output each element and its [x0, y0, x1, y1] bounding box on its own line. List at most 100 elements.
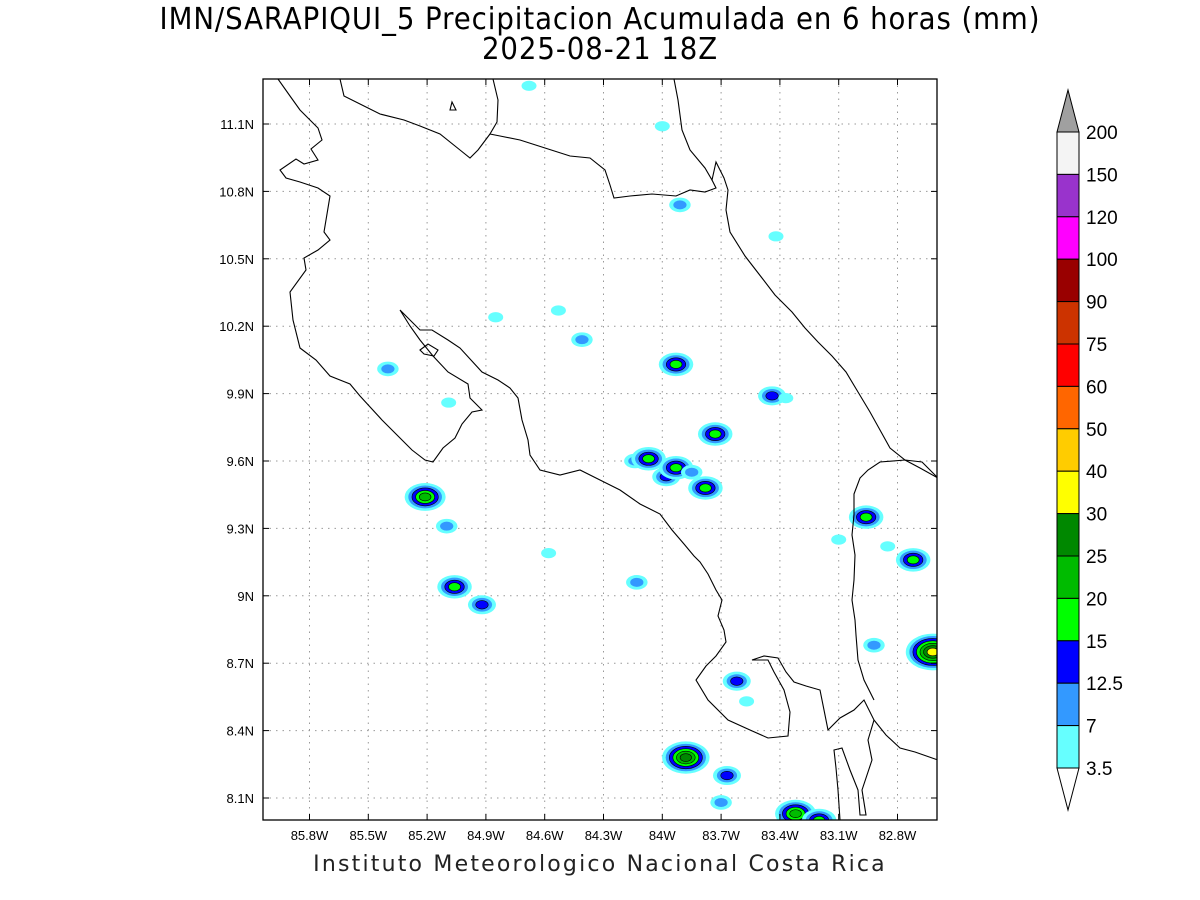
x-tick-label: 83.7W — [702, 828, 740, 843]
y-tick-label: 9.3N — [227, 521, 254, 536]
rain-contour — [654, 121, 670, 132]
rain-cell — [863, 637, 885, 653]
rain-contour — [699, 483, 712, 493]
rain-contour — [630, 577, 644, 587]
rain-cell — [895, 548, 931, 572]
lake-islet — [449, 100, 457, 111]
rain-cell — [662, 741, 710, 774]
rain-cell — [697, 422, 733, 446]
map-subtitle-date: 2025-08-21 18Z — [481, 32, 719, 67]
colorbar-bin — [1056, 513, 1080, 557]
rain-contour — [488, 312, 504, 323]
rain-contour — [765, 391, 779, 401]
colorbar-bin — [1056, 258, 1080, 303]
colorbar-label: 150 — [1086, 165, 1118, 186]
rain-cell — [404, 483, 446, 511]
rain-cell — [541, 548, 557, 559]
rain-contour — [440, 521, 454, 531]
rain-contour — [714, 797, 728, 807]
rain-contour — [685, 467, 699, 477]
rain-cell — [680, 464, 703, 480]
y-tick-label: 8.7N — [227, 656, 254, 671]
rain-cell — [669, 197, 691, 213]
colorbar-bin — [1056, 173, 1080, 218]
colorbar-bin — [1056, 555, 1080, 599]
rain-contour — [730, 676, 744, 686]
rain-cell — [712, 766, 741, 786]
colorbar-bin — [1056, 216, 1080, 260]
caribbean-coastline — [673, 79, 937, 479]
latitude-axis: 11.1N 10.8N 10.5N 10.2N 9.9N 9.6N 9.3N 9N 8.7N 8.… — [219, 117, 937, 806]
rain-contour — [708, 429, 722, 439]
rain-contour — [550, 305, 566, 316]
colorbar-label: 7 — [1086, 717, 1097, 738]
x-tick-label: 85.2W — [408, 828, 446, 843]
rain-cell — [768, 231, 784, 242]
rain-contour — [381, 364, 395, 374]
colorbar-bin — [1056, 428, 1080, 472]
rain-contour — [448, 582, 461, 592]
colorbar-label: 12.5 — [1086, 674, 1123, 695]
nicoya-island — [419, 343, 439, 357]
x-tick-label: 84W — [649, 828, 676, 843]
x-tick-label: 84.6W — [526, 828, 564, 843]
rain-contour — [541, 548, 557, 559]
rain-cell — [550, 305, 566, 316]
x-tick-label: 84.3W — [585, 828, 623, 843]
colorbar-label: 15 — [1086, 632, 1107, 653]
rain-contour — [575, 335, 589, 345]
rain-cell — [688, 476, 723, 500]
rain-contour — [739, 696, 755, 707]
colorbar-bin — [1056, 385, 1080, 430]
y-tick-label: 9.9N — [227, 387, 254, 402]
colorbar-label: 20 — [1086, 589, 1107, 610]
rain-contour — [831, 534, 847, 545]
y-tick-label: 11.1N — [220, 117, 254, 132]
x-tick-label: 84.9W — [467, 828, 505, 843]
rain-contour — [441, 397, 457, 408]
colorbar-label: 30 — [1086, 505, 1107, 526]
colorbar-bin — [1056, 725, 1080, 769]
rain-cell — [905, 633, 937, 671]
y-tick-label: 10.8N — [219, 184, 254, 199]
rain-contour — [642, 454, 655, 464]
map-grid — [263, 79, 937, 820]
y-tick-label: 9.6N — [227, 454, 254, 469]
colorbar-bin — [1056, 470, 1080, 515]
rain-cell — [631, 447, 666, 471]
coastline-borders — [277, 79, 937, 820]
colorbar-label: 75 — [1086, 335, 1107, 356]
rain-contour — [789, 809, 802, 819]
colorbar-bin — [1056, 301, 1080, 345]
rain-cell — [441, 397, 457, 408]
rain-cell — [801, 808, 837, 820]
rain-cell — [377, 361, 399, 377]
rain-contour — [867, 640, 881, 650]
rain-cell — [658, 352, 694, 377]
rain-contour — [926, 647, 937, 657]
rain-cell — [831, 534, 847, 545]
map-frame — [262, 78, 938, 821]
colorbar-label: 25 — [1086, 547, 1107, 568]
rain-contour — [906, 555, 920, 565]
rain-cell — [654, 121, 670, 132]
rain-cell — [778, 392, 794, 404]
rain-field — [377, 80, 937, 820]
y-tick-label: 10.5N — [219, 252, 254, 267]
colorbar-top-arrow — [1056, 88, 1080, 133]
rain-contour — [521, 80, 537, 91]
rain-cell — [437, 575, 472, 599]
colorbar-label: 200 — [1086, 123, 1118, 144]
rain-contour — [768, 231, 784, 242]
rain-contour — [812, 816, 826, 820]
rain-cell — [739, 696, 755, 707]
y-tick-label: 10.2N — [219, 319, 254, 334]
color-legend: 200 150 120 100 90 75 60 50 40 30 25 20 15 12.5 7 3.5 — [1056, 88, 1123, 812]
panama-pacific-coast — [873, 719, 937, 761]
x-tick-label: 83.4W — [761, 828, 799, 843]
x-tick-label: 83.1W — [820, 828, 858, 843]
rain-cell — [710, 795, 732, 810]
panama-border — [851, 459, 937, 701]
rain-cell — [880, 541, 896, 552]
colorbar-bin — [1056, 682, 1080, 727]
